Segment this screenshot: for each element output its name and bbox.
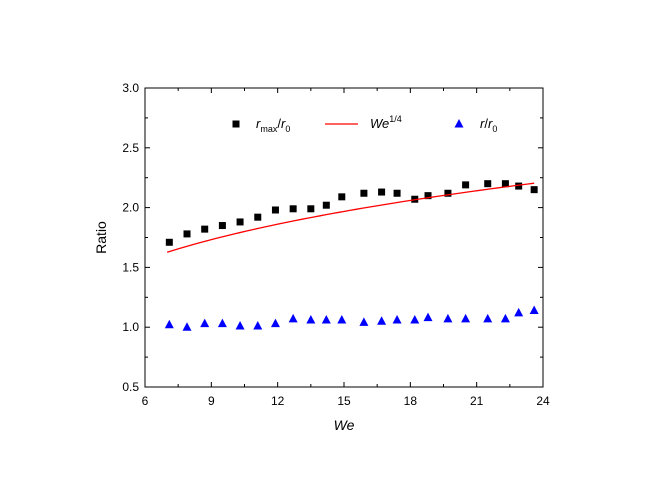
triangle-marker — [253, 321, 263, 330]
triangle-marker — [321, 315, 331, 324]
triangle-marker — [500, 313, 510, 323]
legend-label-we: We1/4 — [370, 114, 402, 131]
square-marker — [236, 218, 244, 226]
square-marker — [424, 192, 432, 200]
square-marker — [393, 189, 401, 197]
square-marker — [218, 222, 226, 230]
square-marker — [165, 238, 173, 246]
y-tick-label: 1.0 — [122, 320, 139, 334]
triangle-marker — [454, 119, 464, 128]
triangle-marker — [461, 313, 471, 323]
legend-label-rmax: rmax/r0 — [256, 116, 290, 134]
y-tick-label: 1.5 — [122, 260, 139, 274]
triangle-marker — [392, 315, 402, 324]
x-tick-label: 18 — [404, 394, 418, 408]
x-tick-label: 21 — [470, 394, 484, 408]
triangle-marker — [182, 322, 192, 331]
triangle-marker — [164, 319, 174, 329]
triangle-marker — [235, 321, 245, 330]
x-tick-label: 15 — [337, 394, 351, 408]
y-tick-label: 2.5 — [122, 141, 139, 155]
square-marker — [322, 201, 330, 209]
y-tick-label: 2.0 — [122, 201, 139, 215]
x-axis-title: We — [334, 417, 355, 433]
y-tick-label: 3.0 — [122, 81, 139, 95]
triangle-marker — [217, 318, 227, 328]
x-tick-label: 24 — [536, 394, 550, 408]
triangle-marker — [288, 313, 298, 323]
x-tick-label: 12 — [271, 394, 285, 408]
square-marker — [254, 213, 262, 221]
square-marker — [530, 186, 538, 194]
triangle-marker — [529, 305, 539, 314]
y-tick-label: 0.5 — [122, 380, 139, 394]
square-marker — [201, 225, 209, 233]
x-tick-label: 9 — [208, 394, 215, 408]
triangle-marker — [423, 312, 433, 322]
square-marker — [271, 206, 279, 214]
legend-label-r: r/r0 — [480, 116, 497, 134]
square-marker — [501, 180, 509, 188]
square-marker — [462, 181, 470, 189]
triangle-marker — [443, 313, 453, 323]
square-marker — [338, 193, 346, 201]
triangle-marker — [410, 315, 420, 324]
triangle-marker — [306, 315, 316, 324]
square-marker — [307, 205, 315, 213]
square-marker — [360, 189, 368, 197]
square-marker — [183, 230, 191, 238]
square-marker — [484, 180, 492, 188]
y-axis-title: Ratio — [93, 221, 109, 254]
square-marker — [444, 189, 452, 197]
x-tick-label: 6 — [142, 394, 149, 408]
triangle-marker — [337, 315, 347, 324]
plot-frame — [144, 87, 544, 388]
square-marker — [232, 120, 240, 128]
triangle-marker — [377, 316, 387, 325]
square-marker — [289, 205, 297, 213]
square-marker — [378, 188, 386, 196]
triangle-marker — [270, 318, 280, 328]
triangle-marker — [359, 317, 369, 326]
triangle-marker — [514, 307, 524, 317]
square-marker — [515, 182, 523, 190]
we-quarter-curve — [166, 182, 535, 253]
triangle-marker — [200, 318, 210, 328]
triangle-marker — [483, 313, 493, 323]
